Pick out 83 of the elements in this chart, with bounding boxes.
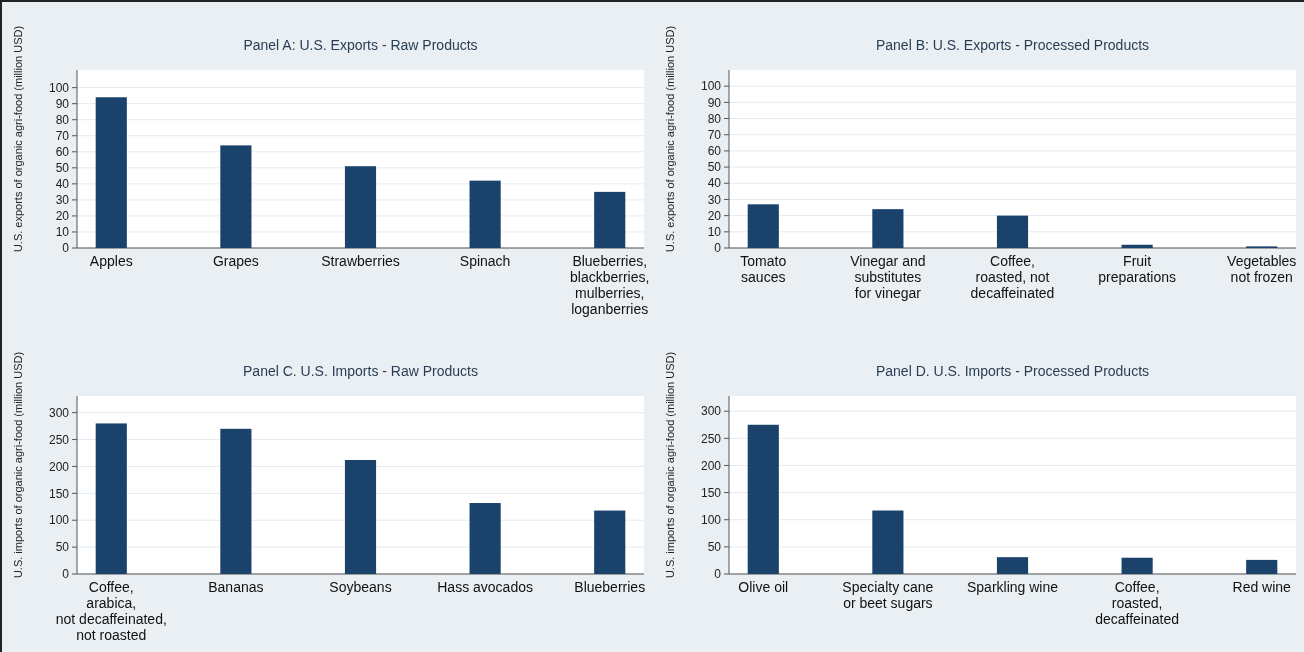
y-tick-label: 60	[55, 144, 70, 159]
x-tick-label: Vegetables not frozen	[1227, 253, 1297, 285]
bar	[747, 424, 779, 574]
y-tick-label: 50	[707, 160, 722, 175]
x-tick-label: Strawberries	[321, 253, 400, 269]
y-axis-title: U.S. imports of organic agri-food (million USD)	[664, 351, 676, 579]
bar	[996, 557, 1029, 574]
y-tick-label: 10	[55, 225, 70, 240]
x-tick-label: Grapes	[212, 253, 259, 269]
bar	[469, 180, 501, 248]
chart-title: Panel C. U.S. Imports - Raw Products	[243, 363, 478, 379]
bar	[95, 97, 127, 248]
y-tick-label: 0	[714, 241, 722, 256]
y-tick-label: 40	[55, 177, 70, 192]
x-tick-label: Hass avocados	[437, 579, 533, 595]
y-tick-label: 50	[55, 540, 70, 555]
x-tick-label: Bananas	[208, 579, 264, 595]
y-tick-label: 80	[55, 112, 70, 127]
y-axis-title: U.S. exports of organic agri-food (million USD)	[664, 25, 676, 253]
chart-title: Panel A: U.S. Exports - Raw Products	[243, 37, 478, 53]
x-tick-label: Sparkling wine	[966, 579, 1059, 595]
y-tick-label: 50	[55, 161, 70, 176]
x-tick-label: Tomato sauces	[740, 253, 787, 285]
y-tick-label: 10	[707, 225, 722, 240]
bar	[95, 423, 127, 574]
bar	[747, 204, 779, 248]
y-tick-label: 300	[48, 405, 70, 420]
x-tick-label: Spinach	[459, 253, 511, 269]
chart-title: Panel B: U.S. Exports - Processed Products	[875, 37, 1150, 53]
y-tick-label: 100	[700, 79, 722, 94]
y-tick-label: 0	[62, 241, 70, 256]
x-tick-label: Specialty cane or beet sugars	[842, 579, 934, 611]
bar	[996, 215, 1029, 248]
y-tick-label: 60	[707, 144, 722, 159]
y-tick-label: 20	[55, 209, 70, 224]
y-axis-title: U.S. imports of organic agri-food (million USD)	[12, 351, 24, 579]
x-tick-label: Fruit preparations	[1098, 253, 1177, 285]
y-tick-label: 200	[700, 458, 722, 473]
y-tick-label: 30	[55, 193, 70, 208]
y-tick-label: 0	[62, 567, 70, 582]
bar	[872, 209, 904, 248]
y-tick-label: 300	[700, 404, 722, 419]
bar	[594, 510, 626, 574]
x-tick-label: Blueberries	[574, 579, 646, 595]
bar	[872, 510, 904, 574]
x-tick-label: Red wine	[1232, 579, 1292, 595]
x-tick-label: Blueberries, blackberries, mulberries, loganberries	[570, 253, 650, 317]
bar	[344, 459, 377, 574]
bar	[220, 428, 252, 574]
y-tick-label: 70	[707, 127, 722, 142]
x-tick-label: Coffee, roasted, not decaffeinated	[970, 253, 1055, 301]
y-tick-label: 150	[48, 486, 70, 501]
y-tick-label: 70	[55, 128, 70, 143]
y-tick-label: 50	[707, 540, 722, 555]
bar	[1246, 559, 1278, 574]
bar	[344, 166, 377, 248]
x-tick-label: Coffee, arabica, not decaffeinated, not roasted	[55, 579, 167, 643]
x-tick-label: Apples	[89, 253, 133, 269]
bar	[1121, 244, 1153, 248]
y-tick-label: 200	[48, 459, 70, 474]
y-tick-label: 30	[707, 192, 722, 207]
bar	[469, 503, 501, 574]
y-tick-label: 250	[48, 432, 70, 447]
bar	[1121, 557, 1153, 574]
y-tick-label: 100	[700, 512, 722, 527]
bar	[220, 145, 252, 248]
y-tick-label: 100	[48, 513, 70, 528]
bar	[594, 191, 626, 248]
y-tick-label: 40	[707, 176, 722, 191]
y-tick-label: 90	[55, 96, 70, 111]
x-tick-label: Soybeans	[329, 579, 392, 595]
y-tick-label: 150	[700, 485, 722, 500]
y-tick-label: 80	[707, 111, 722, 126]
x-tick-label: Olive oil	[738, 579, 789, 595]
y-tick-label: 100	[48, 80, 70, 95]
y-tick-label: 250	[700, 431, 722, 446]
x-tick-label: Coffee, roasted, decaffeinated	[1095, 579, 1180, 627]
y-axis-title: U.S. exports of organic agri-food (million USD)	[12, 25, 24, 253]
x-tick-label: Vinegar and substitutes for vinegar	[850, 253, 926, 301]
y-tick-label: 0	[714, 567, 722, 582]
chart-title: Panel D. U.S. Imports - Processed Products	[875, 363, 1150, 379]
y-tick-label: 90	[707, 95, 722, 110]
y-tick-label: 20	[707, 208, 722, 223]
